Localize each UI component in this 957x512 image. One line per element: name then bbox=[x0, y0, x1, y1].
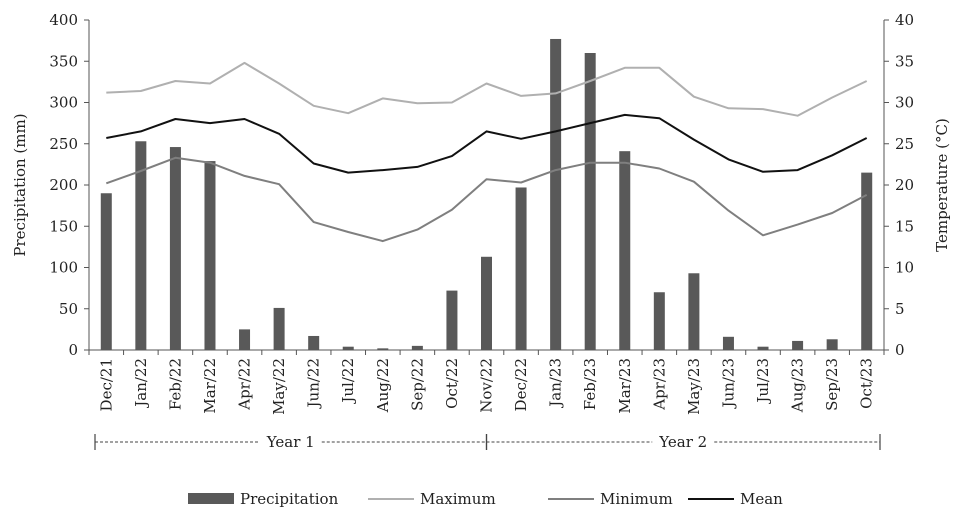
x-tick-label: Feb/23 bbox=[581, 358, 599, 410]
right-tick-label: 35 bbox=[895, 52, 914, 70]
bar-precipitation bbox=[100, 193, 112, 350]
x-tick-label: Dec/22 bbox=[512, 358, 530, 411]
x-tick-label: Apr/23 bbox=[650, 358, 668, 411]
x-tick-label: Jan/23 bbox=[547, 358, 565, 409]
bar-precipitation bbox=[515, 187, 527, 350]
right-tick-label: 15 bbox=[895, 217, 914, 235]
x-tick-label: Oct/23 bbox=[858, 358, 876, 409]
line-maximum bbox=[106, 61, 868, 117]
bar-precipitation bbox=[619, 151, 631, 350]
left-tick-label: 100 bbox=[49, 259, 78, 277]
right-tick-label: 10 bbox=[895, 259, 914, 277]
bar-precipitation bbox=[722, 336, 734, 350]
right-tick-label: 0 bbox=[895, 341, 905, 359]
legend-swatch-precipitation bbox=[188, 493, 234, 504]
line-mean bbox=[106, 113, 868, 174]
left-tick-label: 150 bbox=[49, 217, 78, 235]
legend-label-precipitation: Precipitation bbox=[240, 490, 339, 508]
bar-precipitation bbox=[584, 53, 596, 350]
x-tick-label: May/23 bbox=[685, 358, 703, 415]
bar-precipitation bbox=[757, 346, 769, 350]
left-tick-label: 50 bbox=[59, 300, 78, 318]
x-tick-label: Nov/22 bbox=[478, 358, 496, 413]
bar-precipitation bbox=[273, 307, 285, 350]
bar-precipitation bbox=[342, 346, 354, 350]
legend-label-minimum: Minimum bbox=[600, 490, 673, 508]
x-tick-label: Feb/22 bbox=[166, 358, 184, 410]
x-tick-label: Jul/23 bbox=[754, 358, 772, 405]
line-minimum bbox=[105, 156, 868, 243]
legend-label-mean: Mean bbox=[740, 490, 783, 508]
left-tick-label: 400 bbox=[49, 11, 78, 29]
bar-precipitation bbox=[169, 147, 181, 350]
x-tick-label: Jan/22 bbox=[132, 358, 150, 409]
x-tick-label: Dec/21 bbox=[97, 358, 115, 411]
bar-precipitation bbox=[377, 348, 389, 350]
bar-precipitation bbox=[239, 329, 251, 350]
right-tick-label: 40 bbox=[895, 11, 914, 29]
x-tick-label: Sep/23 bbox=[823, 358, 841, 411]
left-tick-label: 0 bbox=[68, 341, 78, 359]
x-tick-label: Sep/22 bbox=[408, 358, 426, 411]
right-tick-label: 20 bbox=[895, 176, 914, 194]
x-tick-label: Mar/23 bbox=[616, 358, 634, 414]
bar-precipitation bbox=[135, 141, 147, 350]
x-tick-label: Aug/23 bbox=[789, 358, 807, 413]
bar-precipitation bbox=[861, 172, 873, 350]
legend-label-maximum: Maximum bbox=[420, 490, 496, 508]
x-tick-label: Oct/22 bbox=[443, 358, 461, 409]
x-tick-label: Jun/23 bbox=[719, 358, 737, 409]
y-axis-title-right: Temperature (°C) bbox=[933, 118, 951, 252]
bar-precipitation bbox=[826, 339, 838, 350]
left-tick-label: 250 bbox=[49, 135, 78, 153]
period-label: Year 1 bbox=[266, 433, 315, 451]
y-axis-title-left: Precipitation (mm) bbox=[11, 113, 29, 256]
x-tick-label: Jun/22 bbox=[305, 358, 323, 409]
left-tick-label: 350 bbox=[49, 52, 78, 70]
bar-precipitation bbox=[411, 345, 423, 350]
period-label: Year 2 bbox=[658, 433, 707, 451]
x-tick-label: Aug/22 bbox=[374, 358, 392, 413]
bar-precipitation bbox=[308, 335, 320, 350]
bar-precipitation bbox=[446, 290, 458, 350]
bar-precipitation bbox=[481, 256, 492, 350]
x-tick-label: Jul/22 bbox=[339, 358, 357, 405]
x-tick-label: Apr/22 bbox=[236, 358, 254, 411]
bar-precipitation bbox=[653, 292, 665, 350]
bar-precipitation bbox=[792, 340, 804, 350]
x-tick-label: Mar/22 bbox=[201, 358, 219, 414]
bar-precipitation bbox=[204, 161, 216, 350]
bar-precipitation bbox=[550, 38, 562, 350]
x-tick-label: May/22 bbox=[270, 358, 288, 415]
bar-precipitation bbox=[688, 273, 700, 350]
right-tick-label: 25 bbox=[895, 135, 914, 153]
left-tick-label: 300 bbox=[49, 94, 78, 112]
left-tick-label: 200 bbox=[49, 176, 78, 194]
right-tick-label: 5 bbox=[895, 300, 905, 318]
right-tick-label: 30 bbox=[895, 94, 914, 112]
